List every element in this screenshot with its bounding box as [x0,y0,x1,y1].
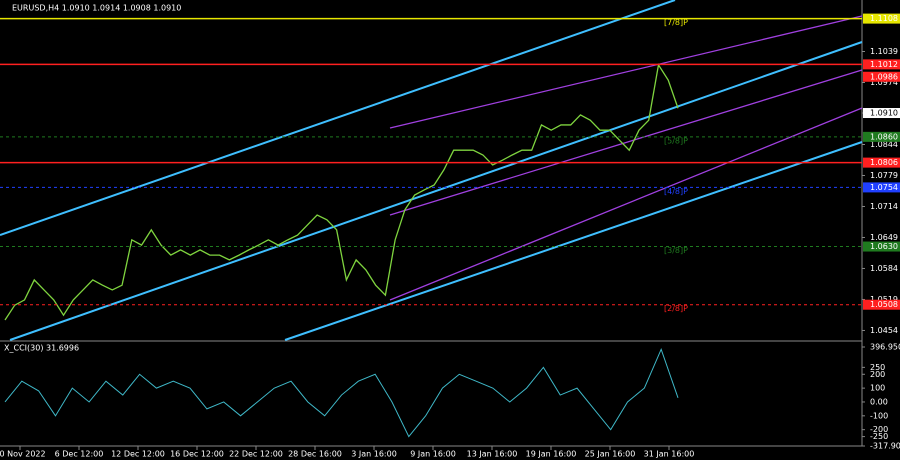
x-tick-label: 22 Dec 12:00 [229,450,283,459]
y-tick-label: 1.0454 [870,326,898,335]
y2-tick-label: 250 [870,363,885,372]
level-tag [863,13,900,24]
chart-title: EURUSD,H4 1.0910 1.0914 1.0908 1.0910 [12,4,181,13]
y-tick-label: 1.0779 [870,171,898,180]
y2-tick-label: 200 [870,370,885,379]
level-tag [863,71,900,82]
y-tick-label: 1.0584 [870,264,898,273]
level-note: [3/8]P [664,246,688,255]
price-line [4,63,679,321]
y2-tick-label: 396.9508 [870,343,900,352]
channel-line [389,15,863,129]
level-label: 1.0986 [870,72,898,81]
current-price-label: 1.0910 [870,109,898,118]
channel-line [9,41,863,341]
level-tag [863,299,900,310]
level-note: [5/8]P [664,136,688,145]
x-tick-label: 9 Jan 16:00 [410,450,456,459]
level-label: 1.0630 [870,242,898,251]
level-tag [863,59,900,70]
x-tick-label: 31 Jan 16:00 [644,450,695,459]
y2-tick-label: 0.00 [870,397,888,406]
cci-line [4,347,679,438]
level-label: 1.0508 [870,300,898,309]
y-tick-label: 1.0519 [870,295,898,304]
y-tick-label: 1.0714 [870,202,898,211]
x-tick-label: 16 Dec 12:00 [170,450,224,459]
level-label: 1.1012 [870,60,898,69]
y2-tick-label: -200 [870,425,888,434]
level-note: [4/8]P [664,187,688,196]
y2-tick-label: -250 [870,432,888,441]
level-note: [7/8]P [664,18,688,27]
channel-line [0,0,676,236]
level-tag [863,182,900,193]
level-tag [863,241,900,252]
indicator-title: X_CCI(30) 31.6996 [4,344,79,353]
x-tick-label: 12 Dec 12:00 [111,450,165,459]
current-price-tag [863,108,900,119]
x-tick-label: 30 Nov 2022 [0,450,46,459]
y2-tick-label: -317.9063 [870,442,900,451]
x-tick-label: 28 Dec 16:00 [288,450,342,459]
y2-tick-label: -100 [870,411,888,420]
level-note: [2/8]P [664,304,688,313]
channel-line [284,141,863,341]
x-tick-label: 19 Jan 16:00 [526,450,577,459]
y-tick-label: 1.0649 [870,233,898,242]
x-tick-label: 25 Jan 16:00 [585,450,636,459]
level-label: 1.0860 [870,132,898,141]
channel [389,15,863,301]
x-tick-label: 3 Jan 16:00 [351,450,397,459]
x-tick-label: 6 Dec 12:00 [55,450,104,459]
y-tick-label: 1.0974 [870,78,898,87]
y2-tick-label: 100 [870,384,885,393]
level-label: 1.0806 [870,158,898,167]
y-tick-label: 1.0844 [870,140,898,149]
x-tick-label: 13 Jan 16:00 [467,450,518,459]
channel-line [389,69,863,216]
level-label: 1.1108 [870,14,898,23]
level-label: 1.0754 [870,183,898,192]
level-tag [863,131,900,142]
channel-line [389,107,863,301]
channel [0,0,863,341]
y-tick-label: 1.1039 [870,47,898,56]
level-tag [863,157,900,168]
